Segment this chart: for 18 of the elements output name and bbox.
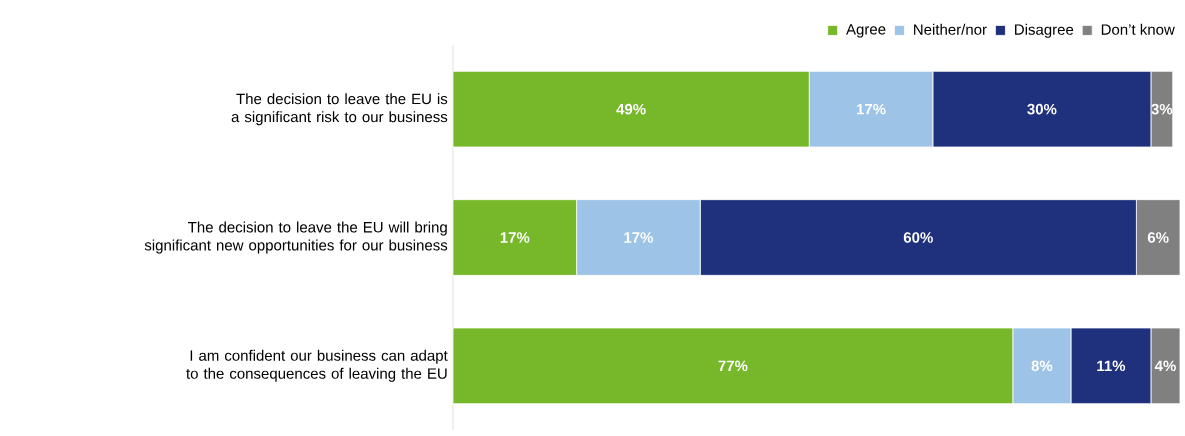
- legend-label: Agree: [846, 24, 886, 38]
- data-label: 30%: [1027, 103, 1057, 115]
- y-tick-label: The decision to leave the EU is a significant risk to our business: [231, 93, 448, 126]
- legend-label: Disagree: [1015, 23, 1074, 38]
- data-label: 4%: [1154, 360, 1176, 372]
- data-label: 49%: [616, 103, 646, 115]
- data-label: 17%: [500, 232, 530, 243]
- y-tick-label: I am confident our business can adapt to the consequences of leaving the EU: [186, 349, 448, 382]
- data-label: 77%: [718, 360, 748, 372]
- data-label: 60%: [903, 232, 933, 243]
- data-label: 11%: [1097, 360, 1126, 372]
- y-tick-label: The decision to leave the EU will bring significant new opportunities for our business: [144, 221, 448, 254]
- data-label: 8%: [1031, 360, 1053, 372]
- legend-label: Neither/nor: [914, 23, 987, 35]
- data-label: 17%: [856, 103, 886, 115]
- legend-label: Don’t know: [1101, 23, 1175, 35]
- data-label: 17%: [624, 232, 653, 243]
- data-label: 6%: [1147, 232, 1169, 243]
